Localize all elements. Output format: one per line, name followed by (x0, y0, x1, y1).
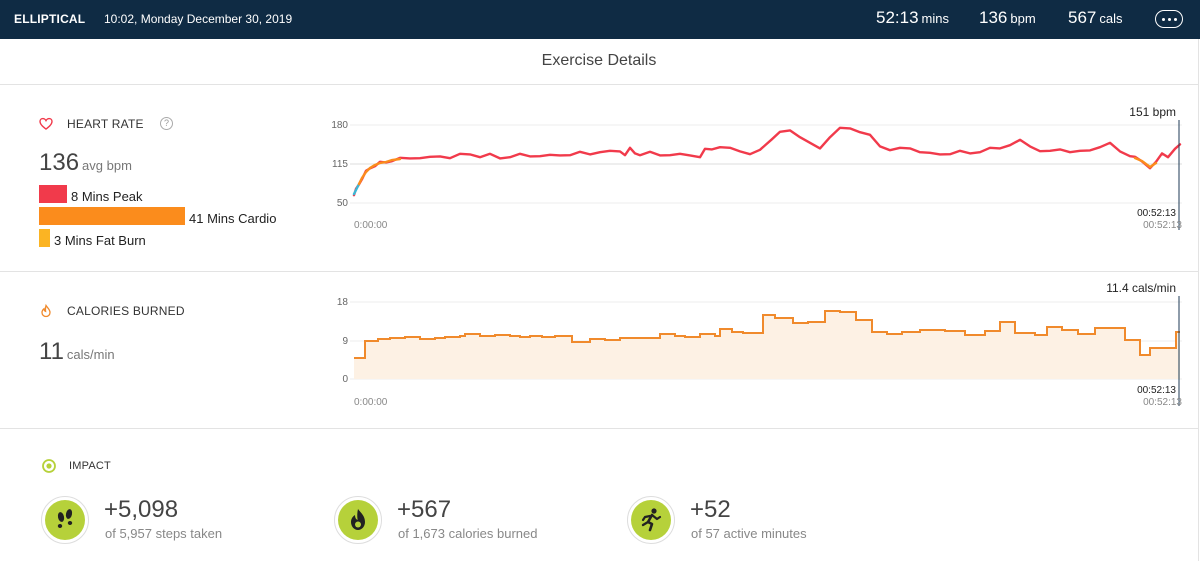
avg-heart-rate-value: 136 (39, 149, 80, 176)
avg-heart-rate-unit: avg bpm (82, 158, 132, 173)
page-title: Exercise Details (541, 52, 657, 69)
calories-impact-detail: of 1,673 calories burned (398, 526, 538, 541)
cursor-time-label: 00:52:13 (1137, 385, 1176, 396)
cardio-zone-bar (39, 207, 185, 225)
panel-right-border (1198, 39, 1199, 561)
help-icon[interactable]: ? (160, 117, 173, 130)
calories-line (354, 310, 1180, 359)
calories-unit: cals (1099, 11, 1123, 26)
active-minutes-impact-value: +52 (690, 496, 731, 523)
flame-icon (41, 304, 51, 318)
cardio-zone-segment (357, 157, 402, 186)
more-dot-icon (1161, 17, 1165, 21)
heart-icon (39, 117, 53, 130)
cursor-time-label: 00:52:13 (1137, 208, 1176, 219)
duration-unit: mins (921, 11, 949, 26)
avg-heart-rate: 136 avg bpm (39, 149, 132, 177)
target-icon (42, 459, 56, 473)
heart-rate-unit: bpm (1010, 11, 1036, 26)
calories-badge (334, 496, 382, 544)
y-tick-label: 9 (342, 336, 348, 347)
y-tick-label: 18 (337, 297, 349, 308)
peak-zone-bar (39, 185, 67, 203)
more-dot-icon (1173, 17, 1177, 21)
cardio-zone-label: 41 Mins Cardio (189, 211, 277, 226)
steps-impact-detail: of 5,957 steps taken (105, 526, 223, 541)
fat-burn-zone-bar (39, 229, 50, 247)
calories-value: 567 (1068, 8, 1097, 27)
calories-chart[interactable]: 18 9 0 11.4 cals/min 00:52:13 0:00:00 00… (320, 278, 1190, 413)
heart-rate-chart[interactable]: 180 115 50 151 bpm 00:52:13 0:00:00 00:5… (320, 98, 1190, 238)
x-end-label: 00:52:13 (1143, 220, 1182, 231)
below-zone-segment (352, 182, 361, 196)
heart-rate-value: 136 (979, 8, 1008, 27)
cardio-zone-segment (1133, 156, 1158, 169)
y-tick-label: 50 (337, 198, 349, 209)
heart-rate-line (352, 126, 1182, 197)
divider (0, 428, 1198, 429)
y-tick-label: 0 (342, 374, 348, 385)
runner-icon (641, 508, 662, 532)
peak-zone-label: 8 Mins Peak (71, 189, 143, 204)
divider (0, 84, 1198, 85)
impact-label: IMPACT (69, 460, 111, 472)
steps-badge (41, 496, 89, 544)
calories-rate: 11 cals/min (39, 338, 115, 366)
x-end-label: 00:52:13 (1143, 397, 1182, 408)
y-tick-label: 115 (332, 159, 348, 170)
activity-name: ELLIPTICAL (14, 12, 86, 26)
calories-impact-value: +567 (397, 496, 452, 523)
x-start-label: 0:00:00 (354, 397, 388, 408)
footsteps-icon (57, 509, 73, 528)
duration-value: 52:13 (876, 8, 919, 27)
steps-impact-value: +5,098 (104, 496, 179, 523)
flame-icon (351, 509, 365, 530)
active-minutes-impact-detail: of 57 active minutes (691, 526, 807, 541)
cursor-value-label: 151 bpm (1129, 105, 1176, 119)
more-dot-icon (1167, 17, 1171, 21)
calories-stat: 567 cals (1068, 8, 1123, 28)
more-options-button[interactable] (1155, 10, 1183, 28)
fat-burn-zone-label: 3 Mins Fat Burn (54, 233, 146, 248)
calories-burned-label: CALORIES BURNED (67, 304, 185, 318)
y-tick-label: 180 (331, 120, 348, 131)
duration-stat: 52:13 mins (876, 8, 949, 28)
activity-datetime: 10:02, Monday December 30, 2019 (104, 12, 293, 26)
divider (0, 271, 1198, 272)
calories-rate-value: 11 (39, 338, 64, 365)
calories-rate-unit: cals/min (66, 347, 115, 362)
exercise-summary-bar: ELLIPTICAL 10:02, Monday December 30, 20… (0, 0, 1200, 39)
x-start-label: 0:00:00 (354, 220, 388, 231)
calories-area (354, 311, 1180, 379)
heart-rate-stat: 136 bpm (979, 8, 1036, 28)
cursor-value-label: 11.4 cals/min (1106, 281, 1176, 295)
heart-rate-label: HEART RATE (67, 117, 144, 131)
active-minutes-badge (627, 496, 675, 544)
